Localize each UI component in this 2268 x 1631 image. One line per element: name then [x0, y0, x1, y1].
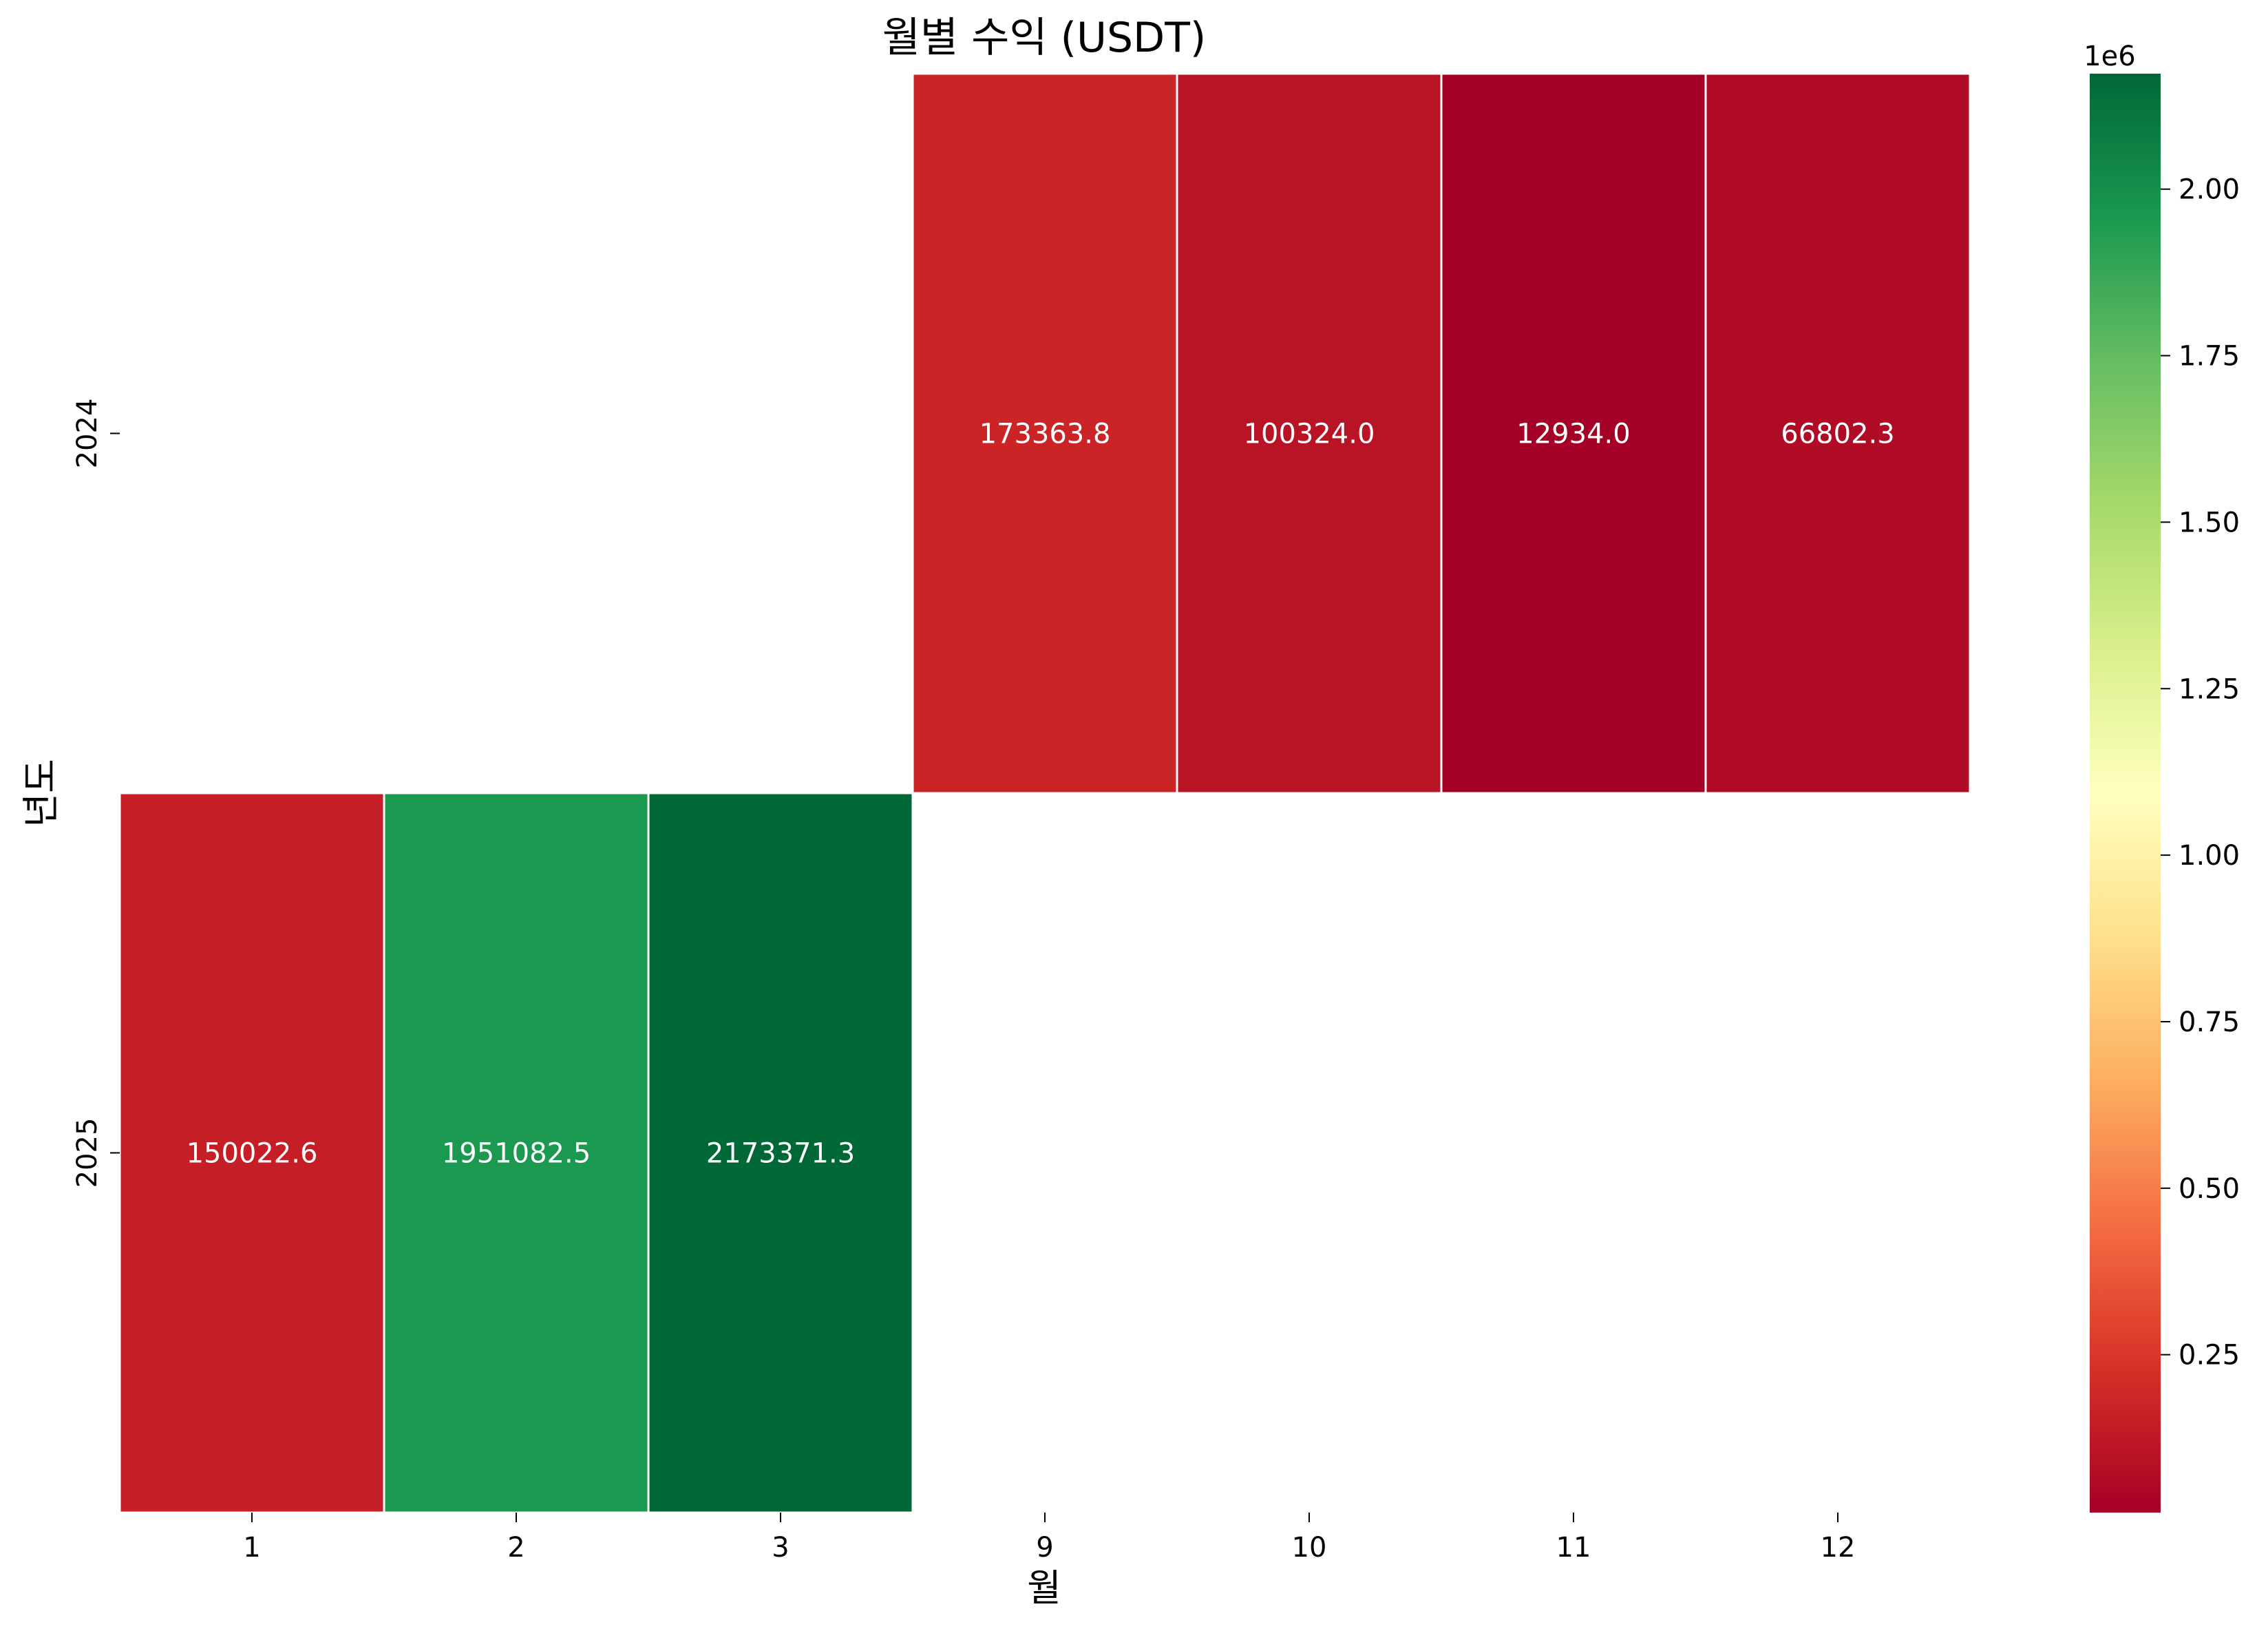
heatmap-cell: [383, 792, 650, 1514]
x-tick-label: 10: [1292, 1532, 1327, 1564]
x-tick-label: 2: [507, 1532, 524, 1564]
colorbar: [2090, 74, 2161, 1513]
heatmap-cells: 173363.8 100324.0 12934.0 66802.3 150022.6 19…: [118, 72, 1971, 1514]
heatmap-cell: [647, 792, 914, 1514]
y-axis-label: 년도: [19, 759, 63, 827]
colorbar-tick-label: 0.25: [2179, 1340, 2240, 1371]
cell-value-label: 173363.8: [979, 419, 1111, 450]
y-axis: 2024 2025: [72, 399, 120, 1188]
cell-value-label: 12934.0: [1516, 419, 1630, 450]
x-tick-label: 1: [243, 1532, 260, 1564]
chart-title: 월별 수익 (USDT): [882, 14, 1207, 62]
cell-value-label: 1951082.5: [442, 1138, 591, 1170]
colorbar-tick-label: 1.25: [2179, 673, 2240, 705]
cell-value-label: 100324.0: [1244, 419, 1375, 450]
y-tick-label: 2024: [72, 399, 103, 469]
heatmap-cell: [1704, 72, 1971, 795]
colorbar-ticks: 0.25 0.50 0.75 1.00 1.25 1.50 1.75 2.00: [2161, 174, 2240, 1371]
x-tick-label: 11: [1556, 1532, 1591, 1564]
heatmap-cell: [1440, 72, 1707, 795]
x-axis-label: 월: [1027, 1566, 1061, 1610]
x-tick-label: 9: [1036, 1532, 1053, 1564]
heatmap-cell: [118, 792, 385, 1514]
y-tick-label: 2025: [72, 1118, 103, 1188]
colorbar-tick-label: 1.50: [2179, 507, 2240, 538]
colorbar-tick-label: 2.00: [2179, 174, 2240, 206]
x-axis: 1 2 3 9 10 11 12: [243, 1513, 1855, 1564]
colorbar-tick-label: 0.75: [2179, 1007, 2240, 1038]
colorbar-tick-label: 1.75: [2179, 341, 2240, 372]
colorbar-offset-label: 1e6: [2084, 41, 2136, 72]
cell-value-label: 150022.6: [187, 1138, 318, 1170]
x-tick-label: 3: [772, 1532, 789, 1564]
cell-value-label: 66802.3: [1781, 419, 1894, 450]
cell-value-label: 2173371.3: [706, 1138, 855, 1170]
colorbar-tick-label: 0.50: [2179, 1173, 2240, 1205]
heatmap-cell: [911, 72, 1178, 795]
heatmap-cell: [1176, 72, 1443, 795]
colorbar-tick-label: 1.00: [2179, 840, 2240, 872]
x-tick-label: 12: [1821, 1532, 1856, 1564]
